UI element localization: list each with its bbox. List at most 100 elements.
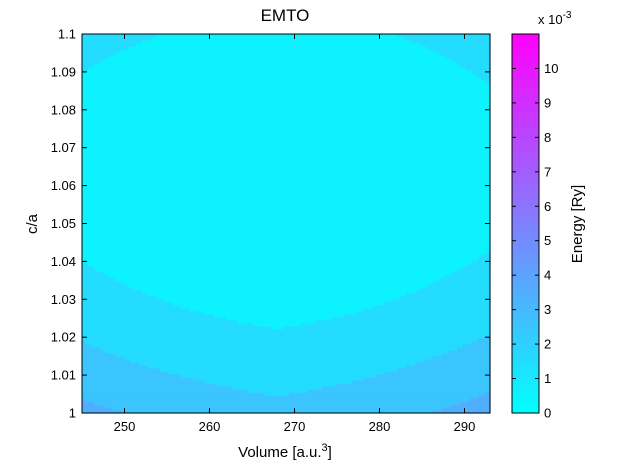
contour-cell — [124, 145, 128, 149]
contour-cell — [124, 52, 128, 56]
contour-cell — [172, 328, 176, 333]
contour-cell — [94, 325, 98, 330]
contour-cell — [94, 64, 98, 68]
contour-cell — [154, 373, 158, 378]
contour-cell — [118, 259, 122, 264]
contour-cell — [181, 262, 185, 267]
contour-cell — [94, 133, 98, 137]
contour-cell — [178, 190, 182, 195]
contour-cell — [169, 151, 173, 155]
contour-cell — [154, 379, 158, 384]
contour-cell — [139, 40, 143, 44]
contour-cell — [106, 298, 110, 303]
contour-cell — [124, 112, 128, 116]
contour-cell — [151, 118, 155, 122]
contour-cell — [112, 151, 116, 155]
contour-cell — [178, 382, 182, 387]
contour-cell — [82, 322, 86, 327]
contour-cell — [178, 181, 182, 185]
contour-cell — [91, 67, 95, 71]
contour-cell — [109, 136, 113, 140]
contour-cell — [184, 196, 188, 201]
contour-cell — [139, 313, 143, 318]
contour-cell — [100, 352, 104, 357]
contour-cell — [106, 70, 110, 74]
contour-cell — [169, 316, 173, 321]
contour-cell — [97, 301, 101, 306]
contour-cell — [145, 229, 149, 234]
contour-cell — [91, 73, 95, 77]
contour-cell — [163, 178, 167, 182]
contour-cell — [82, 277, 86, 282]
contour-cell — [136, 265, 140, 270]
contour-cell — [88, 178, 92, 182]
contour-cell — [151, 97, 155, 101]
contour-cell — [175, 49, 179, 53]
contour-cell — [124, 142, 128, 146]
contour-cell — [124, 70, 128, 74]
contour-cell — [181, 241, 185, 246]
contour-cell — [166, 121, 170, 125]
contour-cell — [157, 70, 161, 74]
contour-cell — [172, 331, 176, 336]
contour-cell — [103, 238, 107, 243]
contour-cell — [133, 373, 137, 378]
contour-cell — [148, 226, 152, 231]
contour-cell — [91, 355, 95, 360]
contour-cell — [139, 106, 143, 110]
contour-cell — [82, 208, 86, 213]
contour-cell — [94, 190, 98, 195]
contour-cell — [127, 103, 131, 107]
contour-cell — [175, 148, 179, 152]
contour-cell — [115, 115, 119, 119]
contour-cell — [112, 145, 116, 149]
contour-cell — [184, 343, 188, 348]
contour-cell — [109, 202, 113, 207]
contour-cell — [148, 307, 152, 312]
contour-cell — [112, 391, 116, 396]
contour-cell — [115, 292, 119, 297]
contour-cell — [115, 181, 119, 185]
contour-cell — [157, 124, 161, 128]
contour-cell — [94, 148, 98, 152]
contour-cell — [88, 397, 92, 402]
contour-cell — [97, 181, 101, 185]
contour-cell — [154, 400, 158, 405]
contour-cell — [154, 289, 158, 294]
contour-cell — [163, 373, 167, 378]
contour-cell — [88, 307, 92, 312]
contour-cell — [127, 118, 131, 122]
contour-cell — [97, 169, 101, 173]
contour-cell — [139, 67, 143, 71]
contour-cell — [139, 334, 143, 339]
contour-cell — [97, 292, 101, 297]
contour-cell — [103, 313, 107, 318]
contour-cell — [124, 217, 128, 222]
contour-cell — [121, 328, 125, 333]
contour-cell — [124, 40, 128, 44]
contour-cell — [175, 310, 179, 315]
contour-cell — [97, 268, 101, 273]
contour-cell — [157, 352, 161, 357]
contour-cell — [127, 91, 131, 95]
contour-cell — [181, 226, 185, 231]
contour-cell — [100, 409, 104, 414]
contour-cell — [124, 43, 128, 47]
contour-cell — [130, 238, 134, 243]
contour-cell — [100, 145, 104, 149]
contour-cell — [115, 343, 119, 348]
contour-cell — [184, 295, 188, 300]
contour-cell — [97, 403, 101, 408]
contour-cell — [172, 298, 176, 303]
contour-cell — [106, 133, 110, 137]
contour-cell — [91, 283, 95, 288]
contour-cell — [118, 304, 122, 309]
contour-cell — [154, 265, 158, 270]
contour-cell — [82, 187, 86, 192]
contour-cell — [109, 127, 113, 131]
contour-cell — [136, 328, 140, 333]
contour-cell — [169, 337, 173, 342]
contour-cell — [121, 376, 125, 381]
contour-cell — [166, 364, 170, 369]
contour-cell — [172, 319, 176, 324]
